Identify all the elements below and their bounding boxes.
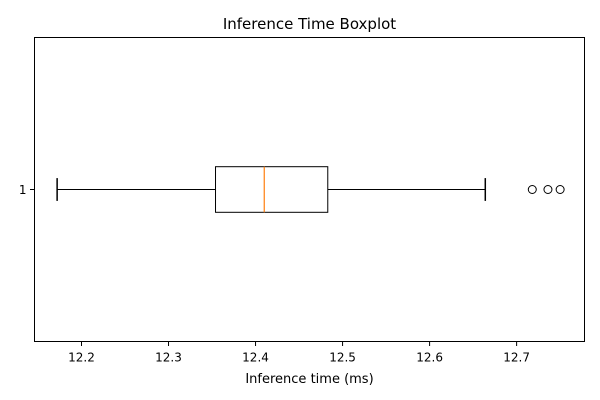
x-tick-label: 12.7 (503, 351, 530, 365)
x-tick-label: 12.4 (242, 351, 269, 365)
box-plot-series (56, 166, 565, 213)
x-axis-label: Inference time (ms) (245, 372, 373, 387)
y-axis: 1 (19, 183, 35, 197)
x-tick-label: 12.3 (155, 351, 182, 365)
x-axis: 12.2 12.3 12.4 12.5 12.6 12.7 (68, 341, 530, 365)
chart-title: Inference Time Boxplot (223, 15, 396, 33)
x-tick-label: 12.2 (68, 351, 95, 365)
iqr-box (215, 166, 329, 213)
x-tick-label: 12.5 (329, 351, 356, 365)
outlier-point (543, 185, 553, 194)
y-tick-label: 1 (19, 183, 27, 197)
outlier-point (555, 185, 565, 194)
x-tick-label: 12.6 (416, 351, 443, 365)
outlier-point (527, 185, 537, 194)
